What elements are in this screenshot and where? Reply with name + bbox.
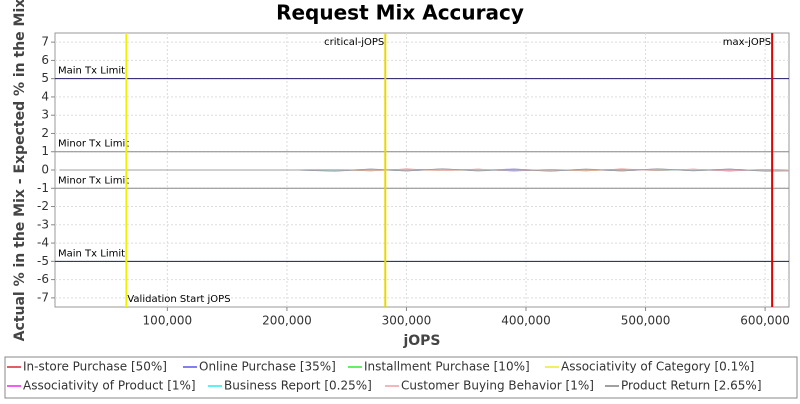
marker-label: critical-jOPS: [324, 37, 384, 48]
y-tick-label: 4: [41, 89, 49, 103]
marker-label: max-jOPS: [723, 37, 771, 48]
y-tick-label: 1: [41, 144, 49, 158]
limit-label: Minor Tx Limit: [58, 139, 129, 150]
limit-label: Main Tx Limit: [58, 248, 125, 259]
y-tick-label: 5: [41, 71, 49, 85]
y-tick-label: -4: [37, 236, 49, 250]
chart-title: Request Mix Accuracy: [276, 1, 524, 25]
limit-label: Minor Tx Limit: [58, 175, 129, 186]
y-tick-label: -1: [37, 181, 49, 195]
legend-label: Associativity of Product [1%]: [23, 379, 196, 393]
y-tick-label: 7: [41, 35, 49, 49]
legend-label: Customer Buying Behavior [1%]: [401, 379, 594, 393]
limit-label: Main Tx Limit: [58, 66, 125, 77]
x-tick-label: 300,000: [382, 314, 432, 328]
legend-label: In-store Purchase [50%]: [23, 360, 167, 374]
y-tick-label: -3: [37, 217, 49, 231]
y-tick-label: 0: [41, 163, 49, 177]
legend-label: Associativity of Category [0.1%]: [561, 360, 754, 374]
x-tick-label: 500,000: [621, 314, 671, 328]
legend-label: Business Report [0.25%]: [224, 379, 372, 393]
y-axis-label: Actual % in the Mix - Expected % in the …: [12, 0, 28, 341]
x-tick-label: 600,000: [740, 314, 790, 328]
marker-label: Validation Start jOPS: [127, 294, 230, 305]
y-tick-label: 3: [41, 108, 49, 122]
legend-label: Product Return [2.65%]: [621, 379, 762, 393]
x-tick-label: 100,000: [143, 314, 193, 328]
y-tick-label: -6: [37, 272, 49, 286]
x-tick-label: 400,000: [501, 314, 551, 328]
y-tick-label: -5: [37, 254, 49, 268]
legend-label: Online Purchase [35%]: [199, 360, 336, 374]
x-tick-label: 200,000: [262, 314, 312, 328]
y-tick-label: 2: [41, 126, 49, 140]
y-tick-label: -7: [37, 290, 49, 304]
y-tick-label: 6: [41, 53, 49, 67]
legend-label: Installment Purchase [10%]: [364, 360, 530, 374]
y-tick-label: -2: [37, 199, 49, 213]
x-axis-label: jOPS: [402, 333, 440, 349]
